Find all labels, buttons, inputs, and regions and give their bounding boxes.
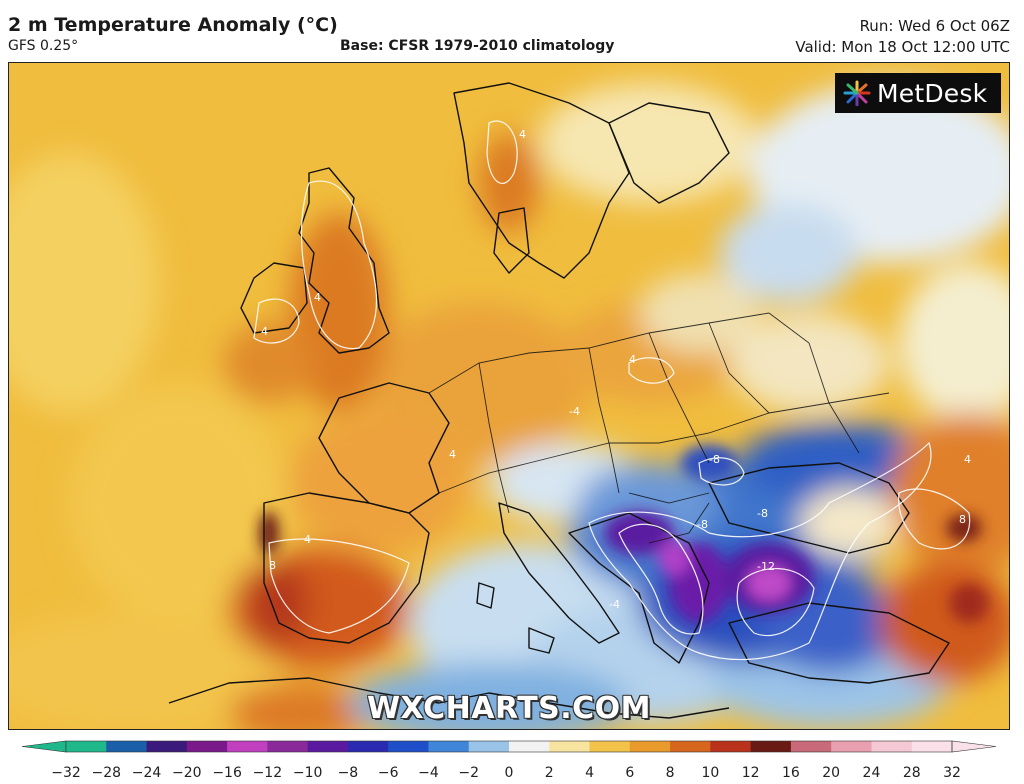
colorbar-tick-label: −28 [91, 765, 121, 781]
contour-label: -12 [757, 560, 775, 573]
colorbar-segment [911, 741, 953, 752]
colorbar-segment [307, 741, 349, 752]
colorbar-tick-label: −6 [378, 765, 399, 781]
colorbar-tick-label: 8 [666, 765, 675, 781]
map-panel[interactable]: 4 4 4 4 4 4 -4 -4 -8 -8 -8 -12 8 8 4 [8, 62, 1010, 730]
borders [428, 312, 890, 544]
valid-time-label: Valid: Mon 18 Oct 12:00 UTC [795, 38, 1010, 56]
colorbar-outline [65, 740, 953, 753]
colorbar-segment [509, 741, 550, 752]
run-time-label: Run: Wed 6 Oct 06Z [859, 17, 1010, 35]
colorbar-segment [227, 741, 268, 752]
contour-label: 4 [519, 128, 526, 141]
colorbar-tick-label: 20 [822, 765, 840, 781]
base-climatology-label: Base: CFSR 1979-2010 climatology [340, 38, 615, 54]
colorbar-tick-label: −24 [132, 765, 162, 781]
colorbar-tick-label: −16 [212, 765, 242, 781]
colorbar-segment [388, 741, 429, 752]
colorbar-segment [549, 741, 591, 752]
contour-label: -8 [757, 507, 768, 520]
colorbar-tick-label: 32 [943, 765, 961, 781]
colorbar-segment [347, 741, 389, 752]
contour-label: -4 [609, 598, 620, 611]
colorbar-segment [267, 741, 309, 752]
colorbar-segments [21, 740, 997, 753]
colorbar-segment [629, 741, 671, 752]
colorbar-segment [468, 741, 510, 752]
colorbar-segment [831, 741, 872, 752]
colorbar-segment [106, 741, 148, 752]
colorbar-tick-label: −8 [338, 765, 359, 781]
colorbar-tick-label: 10 [701, 765, 719, 781]
contour-lines [253, 120, 971, 661]
colorbar-tick-label: −32 [51, 765, 81, 781]
contour-label: 4 [314, 291, 321, 304]
colorbar-segment [790, 741, 832, 752]
contour-label: 8 [269, 559, 276, 572]
colorbar-tick-label: 2 [545, 765, 554, 781]
contour-label: 4 [261, 325, 268, 338]
chart-title: 2 m Temperature Anomaly (°C) [8, 14, 338, 36]
colorbar-tick-label: 6 [625, 765, 634, 781]
colorbar-segment [66, 741, 107, 752]
metdesk-logo: MetDesk [835, 73, 1001, 113]
colorbar-max-arrow [951, 740, 997, 753]
colorbar-tick-label: −10 [293, 765, 323, 781]
contour-label: 4 [964, 453, 971, 466]
colorbar-segment [710, 741, 752, 752]
coastlines [168, 82, 950, 719]
colorbar-tick-label: −20 [172, 765, 202, 781]
colorbar-tick-label: −12 [253, 765, 283, 781]
colorbar-segment [871, 741, 913, 752]
contour-label: 4 [304, 533, 311, 546]
colorbar-segment [146, 741, 188, 752]
colorbar-segment [186, 741, 228, 752]
colorbar-tick-label: 16 [782, 765, 800, 781]
anomaly-map: 4 4 4 4 4 4 -4 -4 -8 -8 -8 -12 8 8 4 [9, 63, 1009, 729]
contour-label: -4 [569, 405, 580, 418]
colorbar-tick-label: −2 [458, 765, 479, 781]
contour-label: 4 [449, 448, 456, 461]
colorbar-tick-label: 0 [505, 765, 514, 781]
colorbar-segment [750, 741, 792, 752]
colorbar-tick-label: 24 [863, 765, 881, 781]
colorbar-min-arrow [21, 740, 67, 753]
colorbar-segment [589, 741, 631, 752]
model-label: GFS 0.25° [8, 38, 79, 54]
colorbar-tick-label: 28 [903, 765, 921, 781]
colorbar-tick-label: −4 [418, 765, 439, 781]
colorbar-tick-label: 12 [742, 765, 760, 781]
contour-label: 4 [629, 353, 636, 366]
colorbar: −32 −28 −24 −20 −16 −12 −10 −8 −6 −4 −2 0 2 4 6 8 10 12 16… [21, 740, 997, 781]
colorbar-tick-label: 4 [585, 765, 594, 781]
contour-label: -8 [697, 518, 708, 531]
wxcharts-watermark: WXCHARTS.COM [366, 691, 652, 726]
colorbar-segment [670, 741, 711, 752]
colorbar-ticks: −32 −28 −24 −20 −16 −12 −10 −8 −6 −4 −2 0 2 4 6 8 10 12 16… [51, 765, 961, 781]
contour-labels: 4 4 4 4 4 4 -4 -4 -8 -8 -8 -12 8 8 4 [261, 128, 971, 611]
metdesk-starburst-icon [843, 80, 871, 106]
metdesk-logo-text: MetDesk [877, 78, 988, 108]
contour-label: 8 [959, 513, 966, 526]
colorbar-segment [428, 741, 470, 752]
contour-label: -8 [709, 453, 720, 466]
